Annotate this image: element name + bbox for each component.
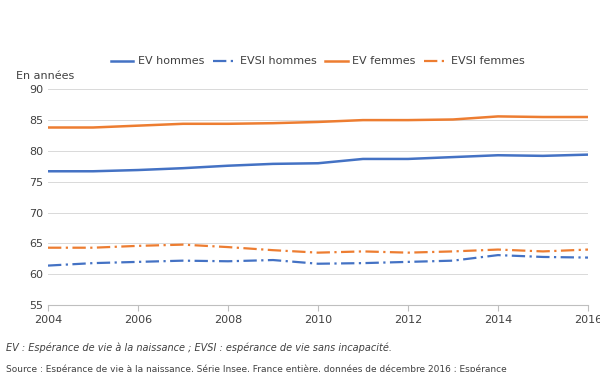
Legend: EV hommes, EVSI hommes, EV femmes, EVSI femmes: EV hommes, EVSI hommes, EV femmes, EVSI … xyxy=(111,57,525,67)
Text: Source : Espérance de vie à la naissance, Série Insee, France entière, données d: Source : Espérance de vie à la naissance… xyxy=(6,365,507,372)
Text: En années: En années xyxy=(16,71,74,81)
Text: EV : Espérance de vie à la naissance ; EVSI : espérance de vie sans incapacité.: EV : Espérance de vie à la naissance ; E… xyxy=(6,342,392,353)
